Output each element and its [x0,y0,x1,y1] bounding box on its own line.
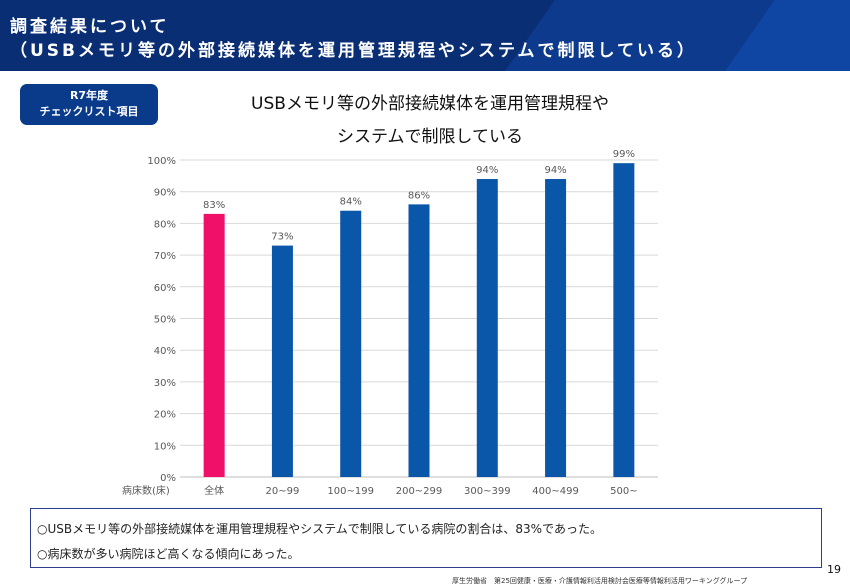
data-label: 73% [271,232,293,243]
header-title-line1: 調査結果について [10,17,170,37]
page-number: 19 [827,563,841,576]
y-tick-label: 0% [160,473,176,484]
y-tick-label: 20% [154,410,176,421]
bar [408,204,430,477]
bar [476,179,498,477]
y-tick-label: 50% [154,315,176,326]
x-tick-label: 全体 [204,484,224,497]
y-tick-label: 10% [154,441,176,452]
x-tick-label: 100~199 [327,486,374,497]
data-label: 94% [544,165,566,176]
bar [613,163,635,478]
bar [545,179,567,477]
note-line: ○病床数が多い病院ほど高くなる傾向にあった。 [37,547,300,561]
data-label: 86% [408,190,430,201]
badge-line2: チェックリスト項目 [39,105,139,118]
y-tick-label: 90% [154,188,176,199]
x-tick-label: 20~99 [266,486,300,497]
x-tick-label: 300~399 [464,486,511,497]
summary-notes: ○USBメモリ等の外部接続媒体を運用管理規程やシステムで制限している病院の割合は… [30,508,822,568]
bar [203,213,225,477]
y-tick-label: 100% [147,156,176,167]
x-tick-label: 500~ [610,486,637,497]
badge-line1: R7年度 [69,89,109,102]
chart-title-line2: システムで制限している [337,127,523,147]
bar [271,245,293,477]
y-tick-label: 60% [154,283,176,294]
data-label: 99% [613,149,635,160]
slide-header: 調査結果について （USBメモリ等の外部接続媒体を運用管理規程やシステムで制限し… [0,0,850,71]
header-title-line2: （USBメモリ等の外部接続媒体を運用管理規程やシステムで制限している） [10,41,697,61]
bar [340,210,362,477]
note-line: ○USBメモリ等の外部接続媒体を運用管理規程やシステムで制限している病院の割合は… [37,522,602,536]
data-label: 83% [203,200,225,211]
y-tick-label: 30% [154,378,176,389]
checklist-badge: R7年度 チェックリスト項目 [20,84,158,125]
x-tick-label: 200~299 [396,486,443,497]
data-label: 84% [340,197,362,208]
chart-title-line1: USBメモリ等の外部接続媒体を運用管理規程や [251,94,609,114]
x-tick-label: 400~499 [532,486,579,497]
data-label: 94% [476,165,498,176]
y-tick-label: 40% [154,346,176,357]
bar-chart: 0% 10% 20% 30% 40% 50% 60% 70% 80% 90% 100% 83% 全体 73… [122,149,658,497]
y-tick-label: 80% [154,219,176,230]
x-axis-label: 病床数(床) [122,484,170,497]
footer-source: 厚生労働省 第25回健康・医療・介護情報利活用検討会医療等情報利活用ワーキンググ… [452,577,748,585]
y-tick-label: 70% [154,251,176,262]
